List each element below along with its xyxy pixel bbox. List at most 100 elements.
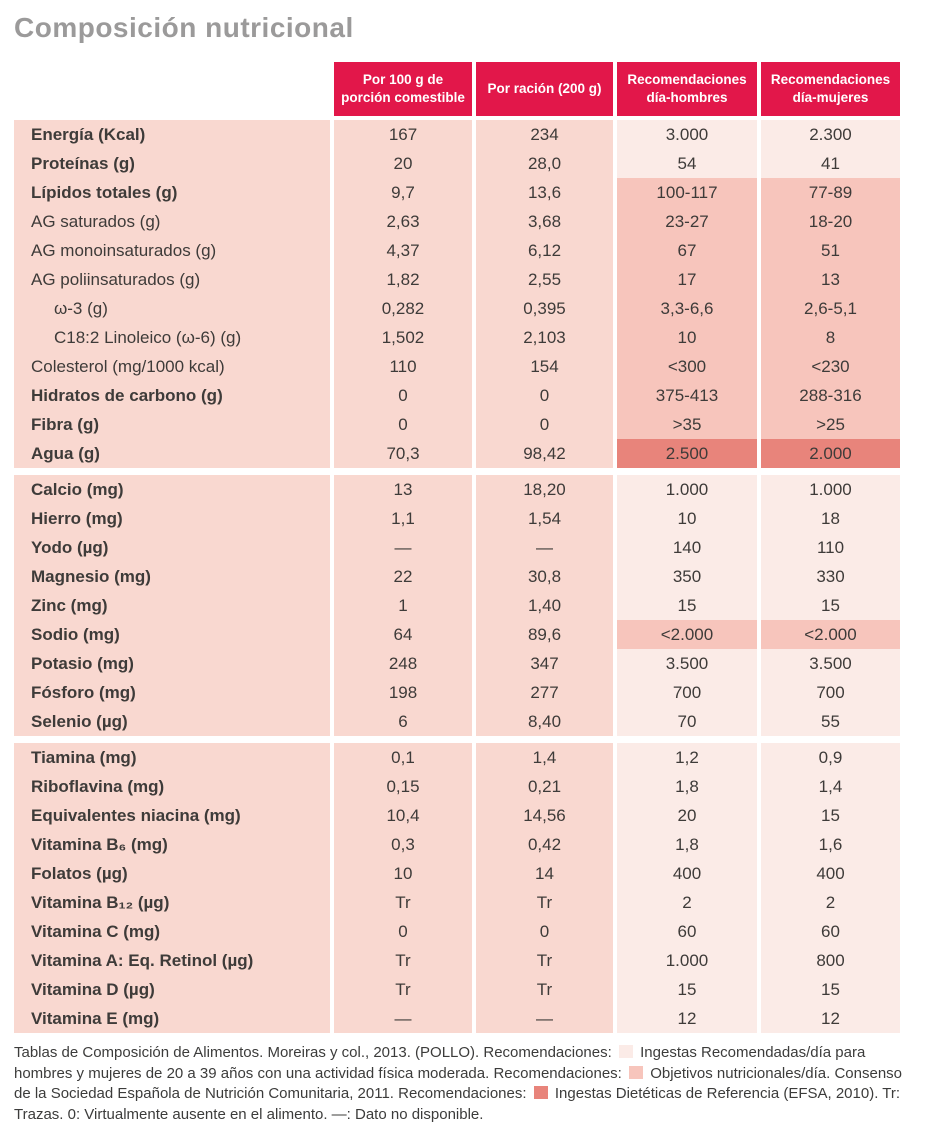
value-rec-hombres: 1.000 [617,946,757,975]
value-rec-hombres: 400 [617,859,757,888]
value-rec-mujeres: 0,9 [761,743,900,772]
value-per-racion: 0,395 [476,294,613,323]
value-per-100g: 248 [334,649,472,678]
table-row: Yodo (µg) — —140 110 [14,533,901,562]
table-row: Folatos (µg) 10 14 400 400 [14,859,901,888]
value-per-100g: 4,37 [334,236,472,265]
value-per-racion: 3,68 [476,207,613,236]
value-rec-hombres: 100-117 [617,178,757,207]
row-label: Fibra (g) [14,410,330,439]
value-per-100g: 20 [334,149,472,178]
value-rec-mujeres: 8 [761,323,900,352]
value-rec-hombres: 10 [617,323,757,352]
value-rec-mujeres: 3.500 [761,649,900,678]
value-per-100g: 10,4 [334,801,472,830]
table-row: C18:2 Linoleico (ω-6) (g) 1,502 2,103 10 8 [14,323,901,352]
table-row: Vitamina C (mg) 0 0 60 60 [14,917,901,946]
value-rec-mujeres: >25 [761,410,900,439]
legend-swatch-ingestas-dieteticas-referencia [533,1086,548,1100]
value-per-100g: 64 [334,620,472,649]
value-rec-mujeres: 51 [761,236,900,265]
value-rec-hombres: <300 [617,352,757,381]
table-row: Fibra (g) 0 0 >35 >25 [14,410,901,439]
table-row: Magnesio (mg) 22 30,8 350 330 [14,562,901,591]
value-per-racion: 2,103 [476,323,613,352]
row-label: Riboflavina (mg) [14,772,330,801]
value-rec-mujeres: 800 [761,946,900,975]
page-title: Composición nutricional [14,12,354,43]
value-rec-hombres: 2 [617,888,757,917]
value-rec-hombres: <2.000 [617,620,757,649]
value-per-100g: 1,82 [334,265,472,294]
nutrition-table: Por 100 g de porción comestible Por raci… [14,62,901,1033]
value-per-100g: 1,502 [334,323,472,352]
table-row: Tiamina (mg) 0,1 1,4 1,2 0,9 [14,743,901,772]
header-cell-rec-mujeres: Recomendaciones día-mujeres [761,62,900,116]
value-per-racion: 2,55 [476,265,613,294]
value-rec-hombres: 70 [617,707,757,736]
table-row: Zinc (mg) 1 1,40 15 15 [14,591,901,620]
value-per-racion: 0 [476,917,613,946]
value-rec-mujeres: 330 [761,562,900,591]
value-per-100g: 0,3 [334,830,472,859]
value-per-100g: 6 [334,707,472,736]
value-per-racion: 234 [476,120,613,149]
legend-swatch-objetivos-nutricionales [629,1065,644,1079]
value-per-100g: 10 [334,859,472,888]
value-rec-mujeres: 12 [761,1004,900,1033]
value-per-100g: 0,282 [334,294,472,323]
footnote: Tablas de Composición de Alimentos. More… [14,1044,903,1124]
row-label: Folatos (µg) [14,859,330,888]
value-rec-hombres: 1,8 [617,772,757,801]
row-label: Fósforo (mg) [14,678,330,707]
value-rec-hombres: 350 [617,562,757,591]
value-rec-hombres: 12 [617,1004,757,1033]
value-rec-mujeres: 15 [761,975,900,1004]
value-rec-hombres: 700 [617,678,757,707]
row-label: Yodo (µg) [14,533,330,562]
table-row: Energía (Kcal) 167 234 3.000 2.300 [14,120,901,149]
table-row: Vitamina D (µg) Tr Tr 15 15 [14,975,901,1004]
value-per-100g: Tr [334,888,472,917]
table-block-minerales: Calcio (mg) 13 18,20 1.000 1.000 Hierro (mg) 1… [14,475,901,736]
value-per-100g: 167 [334,120,472,149]
row-label: Equivalentes niacina (mg) [14,801,330,830]
row-label: Hierro (mg) [14,504,330,533]
table-row: Equivalentes niacina (mg) 10,4 14,56 20 15 [14,801,901,830]
value-rec-mujeres: 2 [761,888,900,917]
value-rec-mujeres: 288-316 [761,381,900,410]
row-label: Proteínas (g) [14,149,330,178]
value-rec-mujeres: 41 [761,149,900,178]
value-per-racion: Tr [476,888,613,917]
row-label: Selenio (µg) [14,707,330,736]
value-per-racion: 18,20 [476,475,613,504]
table-block-macronutrientes: Energía (Kcal) 167 234 3.000 2.300 Proteínas … [14,120,901,468]
value-rec-mujeres: 60 [761,917,900,946]
row-label: Energía (Kcal) [14,120,330,149]
row-label: Vitamina D (µg) [14,975,330,1004]
value-per-racion: — [476,1004,613,1033]
row-label: Vitamina E (mg) [14,1004,330,1033]
table-row: Calcio (mg) 13 18,20 1.000 1.000 [14,475,901,504]
value-rec-mujeres: 400 [761,859,900,888]
value-per-racion: 1,4 [476,743,613,772]
table-block-vitaminas: Tiamina (mg) 0,1 1,4 1,2 0,9 Riboflavina (mg)… [14,743,901,1033]
table-row: Hidratos de carbono (g) 0 0 375-413 288-316 [14,381,901,410]
value-per-racion: 14 [476,859,613,888]
value-rec-mujeres: 2,6-5,1 [761,294,900,323]
row-label: Magnesio (mg) [14,562,330,591]
header-cell-per-100g: Por 100 g de porción comestible [334,62,472,116]
table-row: Fósforo (mg) 198 277 700 700 [14,678,901,707]
value-rec-mujeres: 18 [761,504,900,533]
table-row: Vitamina E (mg) — —12 12 [14,1004,901,1033]
value-rec-hombres: 15 [617,591,757,620]
row-label: ω-3 (g) [14,294,330,323]
value-per-100g: 0 [334,917,472,946]
table-row: Vitamina B₆ (mg) 0,3 0,42 1,8 1,6 [14,830,901,859]
value-rec-mujeres: 2.000 [761,439,900,468]
value-per-100g: 13 [334,475,472,504]
value-rec-mujeres: 13 [761,265,900,294]
value-per-100g: 0,1 [334,743,472,772]
value-per-racion: 6,12 [476,236,613,265]
